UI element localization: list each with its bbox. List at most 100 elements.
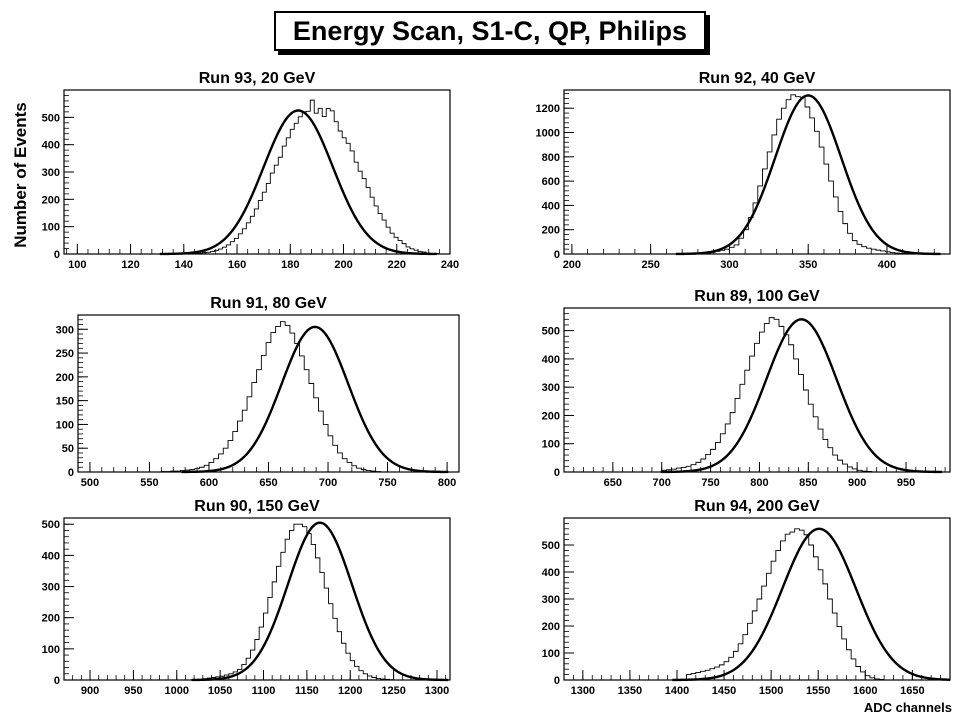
x-tick-label: 700 — [319, 477, 337, 489]
gaussian-fit-curve — [191, 521, 449, 682]
x-tick-label: 1350 — [618, 685, 642, 697]
y-tick-label: 400 — [42, 140, 60, 152]
panel-title: Run 89, 100 GeV — [694, 288, 820, 305]
x-tick-label: 950 — [124, 685, 142, 697]
y-tick-label: 50 — [62, 443, 74, 455]
x-tick-label: 300 — [720, 259, 738, 271]
panel-title: Run 90, 150 GeV — [194, 498, 320, 515]
x-tick-label: 700 — [653, 477, 671, 489]
x-tick-label: 100 — [68, 259, 86, 271]
x-tick-label: 140 — [175, 259, 193, 271]
x-tick-label: 750 — [701, 477, 719, 489]
y-tick-label: 0 — [54, 675, 60, 687]
histogram-panel-6: Run 94, 200 GeV 1300 1350 1400 1450 1500 1550 1… — [542, 498, 951, 697]
y-tick-label: 1200 — [536, 103, 560, 115]
y-tick-label: 500 — [42, 519, 60, 531]
y-tick-label: 400 — [542, 567, 560, 579]
y-tick-label: 100 — [542, 648, 560, 660]
x-tick-label: 1500 — [759, 685, 783, 697]
y-tick-label: 100 — [56, 419, 74, 431]
x-tick-label: 200 — [563, 259, 581, 271]
x-tick-label: 750 — [378, 477, 396, 489]
y-tick-label: 0 — [68, 467, 74, 479]
gaussian-fit-curve — [675, 94, 941, 256]
plot-frame — [563, 89, 951, 255]
x-tick-label: 1300 — [425, 685, 449, 697]
x-tick-label: 220 — [388, 259, 406, 271]
histogram-panel-3: Run 91, 80 GeV 500 550 600 650 700 750 800 0 50 10… — [56, 295, 460, 489]
y-tick-label: 1000 — [536, 128, 560, 140]
y-tick-label: 0 — [554, 249, 560, 261]
x-tick-label: 1600 — [853, 685, 877, 697]
x-tick-label: 800 — [750, 477, 768, 489]
y-tick-label: 600 — [542, 176, 560, 188]
y-tick-label: 200 — [56, 372, 74, 384]
histogram-steps — [564, 528, 950, 681]
gaussian-fit-curve — [159, 109, 437, 256]
histogram-steps — [564, 94, 950, 255]
x-tick-label: 240 — [441, 259, 459, 271]
y-tick-label: 0 — [554, 467, 560, 479]
x-tick-label: 900 — [848, 477, 866, 489]
y-tick-label: 100 — [542, 439, 560, 451]
x-tick-label: 1200 — [338, 685, 362, 697]
x-tick-label: 400 — [878, 259, 896, 271]
x-axis-label: ADC channels — [863, 700, 952, 715]
x-tick-label: 1050 — [208, 685, 232, 697]
y-tick-label: 250 — [56, 348, 74, 360]
y-tick-label: 200 — [42, 194, 60, 206]
y-tick-label: 400 — [542, 354, 560, 366]
y-tick-label: 200 — [542, 621, 560, 633]
x-tick-label: 800 — [438, 477, 456, 489]
x-tick-label: 900 — [81, 685, 99, 697]
y-tick-label: 0 — [554, 675, 560, 687]
panel-title: Run 93, 20 GeV — [199, 70, 316, 87]
y-tick-label: 300 — [42, 582, 60, 594]
gaussian-fit-curve — [181, 325, 449, 474]
x-tick-label: 650 — [259, 477, 277, 489]
histogram-panel-4: Run 89, 100 GeV 650 700 750 800 850 900 950 0 100… — [542, 288, 951, 489]
x-tick-label: 1550 — [806, 685, 830, 697]
x-tick-label: 1450 — [712, 685, 736, 697]
y-tick-label: 100 — [42, 644, 60, 656]
x-tick-label: 160 — [228, 259, 246, 271]
y-tick-label: 300 — [42, 167, 60, 179]
x-tick-label: 1300 — [571, 685, 595, 697]
x-tick-label: 1400 — [665, 685, 689, 697]
histogram-steps — [78, 321, 459, 473]
x-tick-label: 1650 — [900, 685, 924, 697]
x-tick-label: 850 — [799, 477, 817, 489]
y-tick-label: 200 — [42, 613, 60, 625]
x-tick-label: 950 — [897, 477, 915, 489]
panel-title: Run 91, 80 GeV — [210, 295, 327, 312]
x-tick-label: 500 — [81, 477, 99, 489]
y-tick-label: 800 — [542, 152, 560, 164]
panel-title: Run 94, 200 GeV — [694, 498, 820, 515]
x-tick-label: 350 — [799, 259, 817, 271]
histogram-steps — [64, 99, 450, 255]
y-tick-label: 500 — [542, 540, 560, 552]
x-tick-label: 180 — [281, 259, 299, 271]
y-tick-label: 200 — [542, 410, 560, 422]
x-tick-label: 650 — [604, 477, 622, 489]
panel-title: Run 92, 40 GeV — [699, 70, 816, 87]
figure-title: Energy Scan, S1-C, QP, Philips — [274, 11, 706, 51]
x-tick-label: 120 — [121, 259, 139, 271]
plot-frame — [63, 89, 451, 255]
x-tick-label: 1150 — [295, 685, 319, 697]
x-tick-label: 1100 — [252, 685, 276, 697]
plot-frame — [563, 307, 951, 473]
x-tick-label: 600 — [200, 477, 218, 489]
histogram-steps — [64, 523, 450, 681]
x-tick-label: 200 — [334, 259, 352, 271]
x-tick-label: 250 — [641, 259, 659, 271]
y-tick-label: 400 — [542, 200, 560, 212]
y-tick-label: 300 — [56, 324, 74, 336]
y-tick-label: 300 — [542, 594, 560, 606]
y-tick-label: 100 — [42, 222, 60, 234]
x-tick-label: 1250 — [381, 685, 405, 697]
